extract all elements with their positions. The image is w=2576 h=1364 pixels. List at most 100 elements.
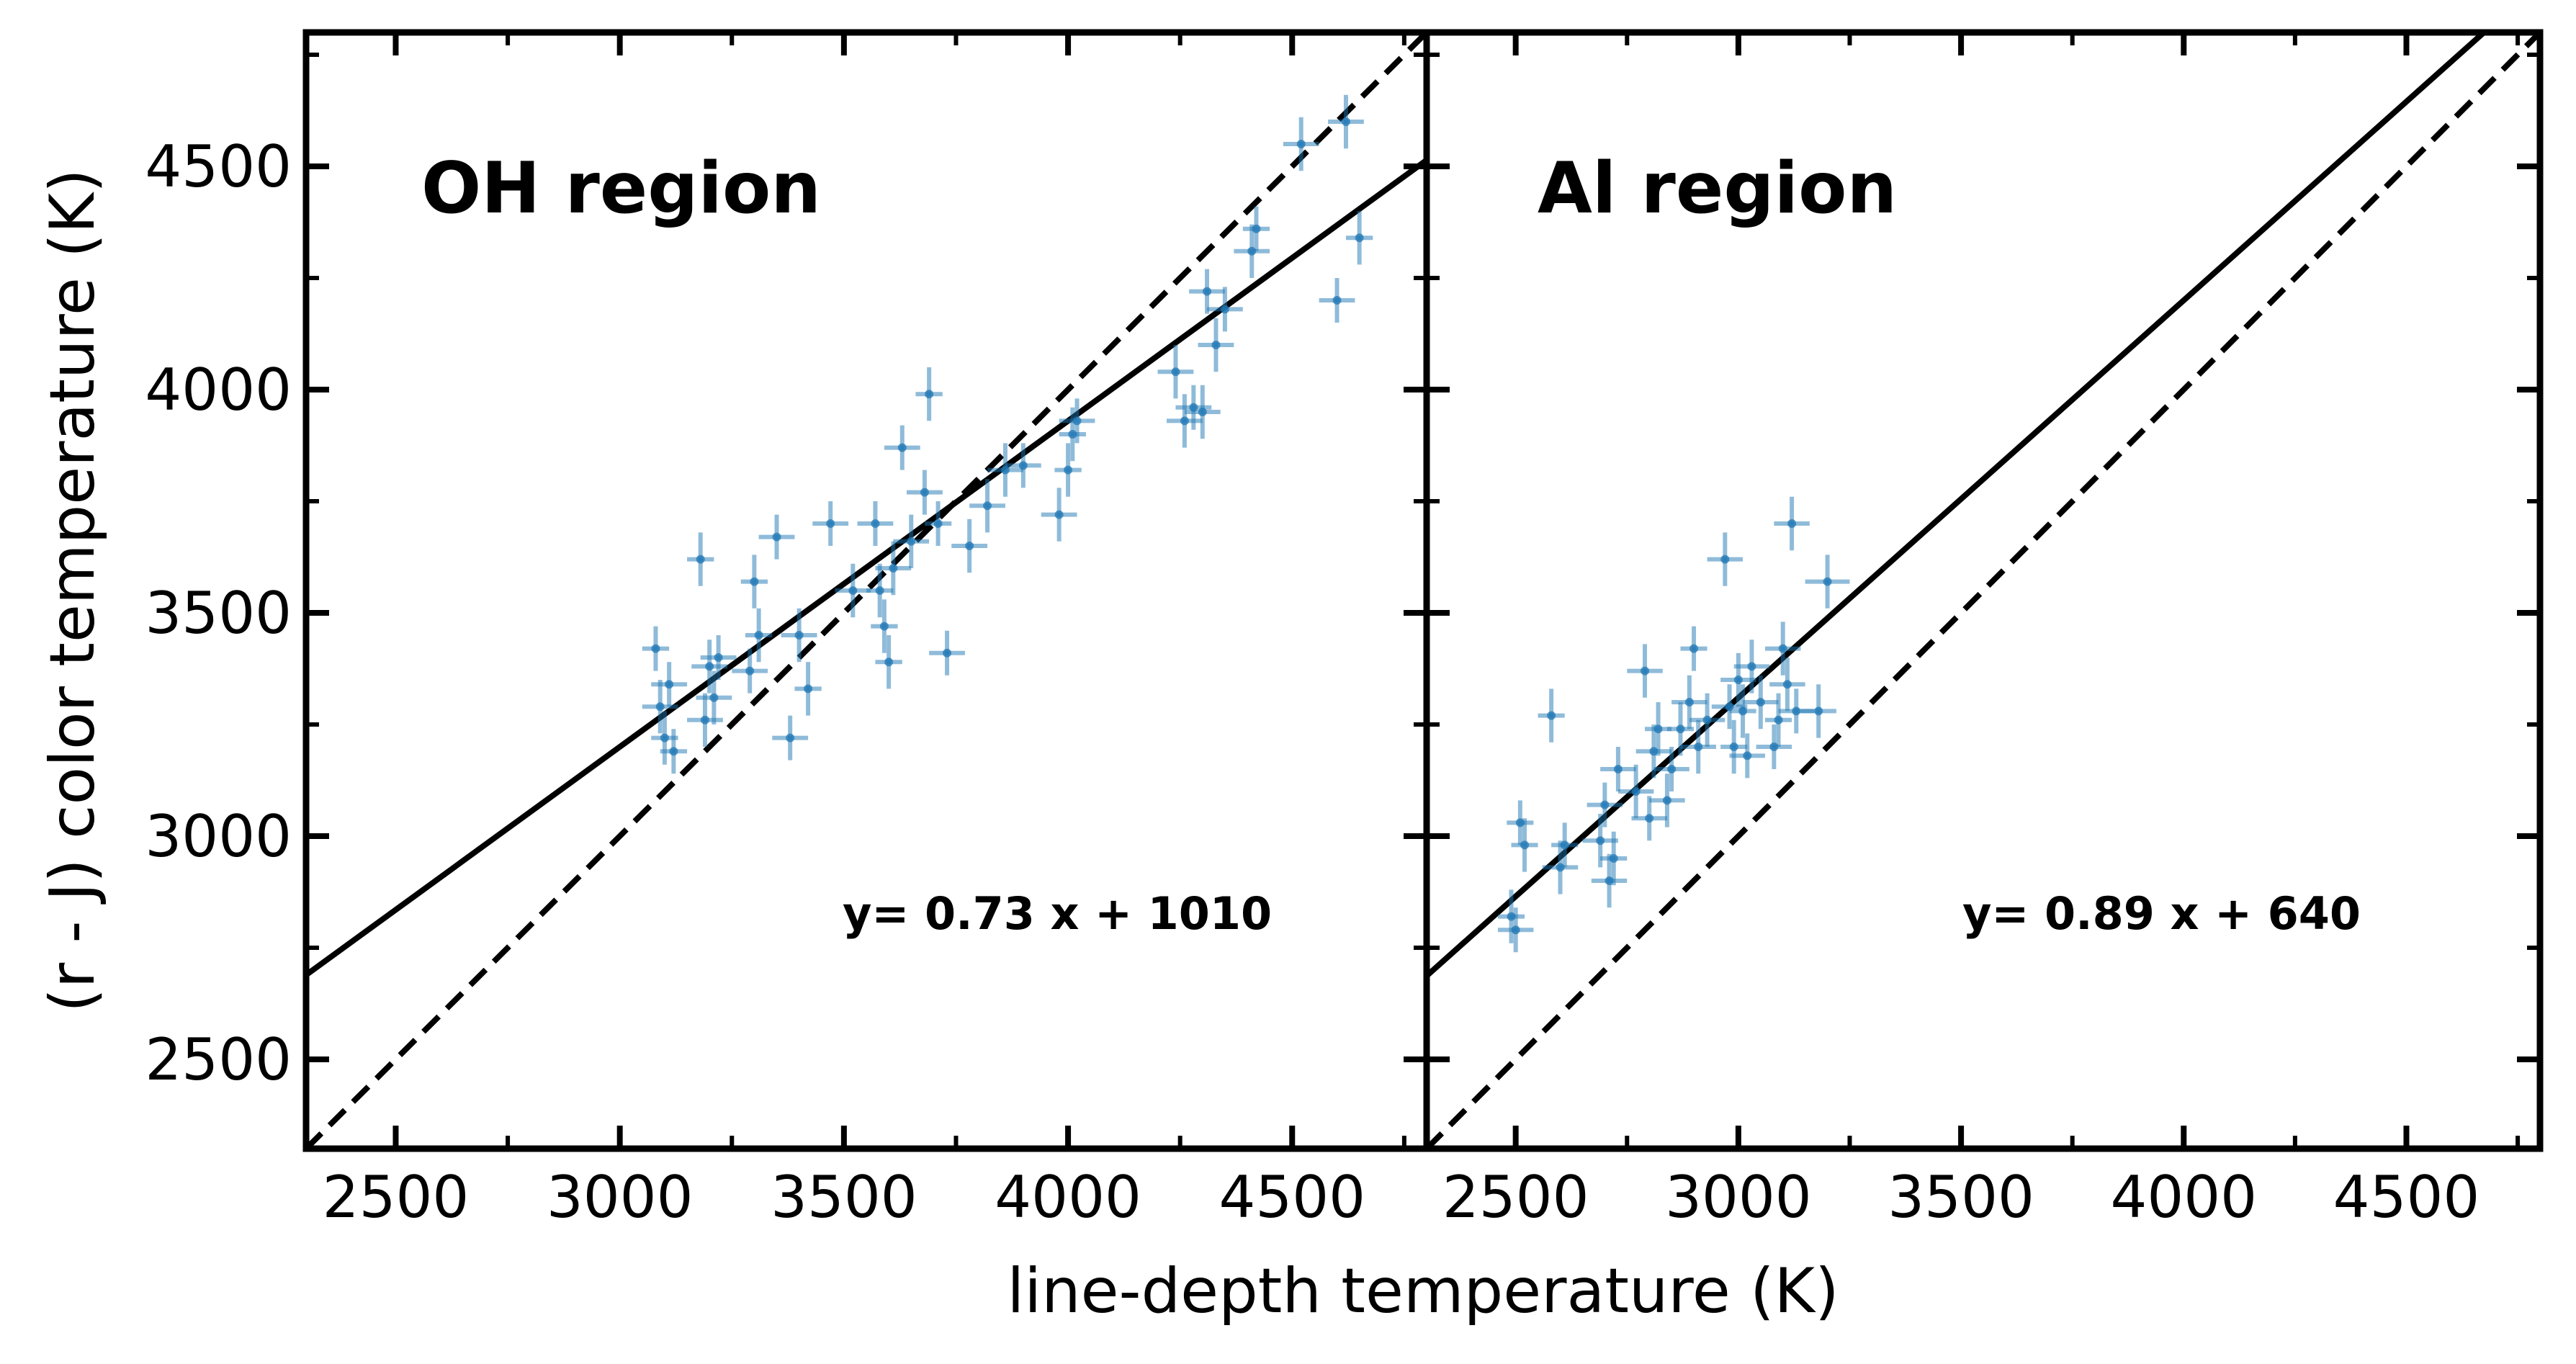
oh-data-point bbox=[929, 630, 965, 676]
al-data-point bbox=[1497, 907, 1534, 953]
oh-data-point bbox=[772, 715, 809, 760]
oh-point-marker bbox=[1220, 305, 1229, 314]
al-point-marker bbox=[1520, 840, 1530, 850]
oh-point-marker bbox=[943, 648, 952, 658]
oh-point-marker bbox=[983, 501, 992, 511]
oh-point-marker bbox=[879, 622, 889, 631]
al-data-point bbox=[1743, 675, 1779, 730]
oh-point-marker bbox=[897, 443, 907, 452]
oh-point-marker bbox=[705, 662, 714, 671]
al-point-marker bbox=[1556, 863, 1565, 872]
oh-point-marker bbox=[907, 537, 916, 546]
al-point-marker bbox=[1600, 800, 1610, 809]
al-data-point bbox=[1497, 889, 1525, 943]
oh-data-point bbox=[857, 501, 894, 546]
al-data-point bbox=[1680, 626, 1707, 671]
oh-data-point bbox=[1198, 318, 1234, 372]
oh-point-marker bbox=[920, 488, 929, 497]
al-point-marker bbox=[1662, 796, 1671, 805]
oh-x-tick-label: 3500 bbox=[771, 1164, 917, 1231]
oh-point-marker bbox=[826, 519, 835, 528]
al-point-marker bbox=[1729, 742, 1738, 751]
al-data-point bbox=[1631, 796, 1667, 841]
oh-point-marker bbox=[754, 631, 763, 640]
oh-x-tick-label: 4000 bbox=[995, 1164, 1141, 1231]
oh-point-marker bbox=[1180, 416, 1189, 426]
al-data-point bbox=[1774, 496, 1810, 551]
al-fit-line bbox=[1427, 32, 2489, 979]
al-data-point bbox=[1769, 658, 1805, 712]
oh-panel-title: OH region bbox=[421, 148, 821, 230]
oh-data-point bbox=[642, 680, 678, 734]
oh-plot-area bbox=[306, 32, 1427, 1149]
al-data-point bbox=[1653, 747, 1689, 791]
oh-point-marker bbox=[1171, 367, 1180, 377]
oh-fit-equation: y= 0.73 x + 1010 bbox=[843, 887, 1272, 940]
oh-data-point bbox=[732, 648, 768, 694]
oh-data-point bbox=[951, 519, 988, 573]
oh-y-tick-label: 4000 bbox=[145, 356, 292, 423]
oh-data-point bbox=[987, 443, 1023, 497]
oh-data-point bbox=[687, 693, 723, 747]
oh-data-point bbox=[691, 640, 728, 694]
oh-point-marker bbox=[700, 715, 709, 724]
oh-data-point bbox=[1041, 488, 1077, 542]
oh-point-marker bbox=[794, 631, 804, 640]
oh-point-marker bbox=[655, 702, 665, 712]
oh-point-marker bbox=[1072, 416, 1082, 426]
oh-point-marker bbox=[1018, 461, 1028, 470]
oh-data-point bbox=[1234, 224, 1270, 278]
oh-data-point bbox=[1157, 345, 1194, 399]
oh-data-point bbox=[875, 635, 902, 689]
al-point-marker bbox=[1733, 676, 1743, 684]
oh-data-point bbox=[1184, 385, 1221, 439]
al-point-marker bbox=[1747, 662, 1756, 671]
oh-point-marker bbox=[786, 733, 795, 742]
al-point-marker bbox=[1605, 876, 1614, 885]
oh-point-marker bbox=[1341, 117, 1350, 126]
oh-data-point bbox=[871, 599, 898, 653]
oh-data-point bbox=[781, 608, 817, 663]
al-data-point bbox=[1805, 555, 1850, 609]
al-point-marker bbox=[1631, 787, 1641, 796]
oh-point-marker bbox=[889, 564, 898, 573]
oh-data-point bbox=[1175, 385, 1212, 430]
oh-data-point bbox=[866, 563, 894, 618]
al-x-tick-label: 4500 bbox=[2333, 1164, 2480, 1231]
al-x-tick-label: 3500 bbox=[1888, 1164, 2034, 1231]
al-data-point bbox=[1617, 764, 1654, 819]
oh-point-marker bbox=[1247, 246, 1257, 256]
oh-point-marker bbox=[925, 390, 934, 399]
al-data-point bbox=[1800, 684, 1836, 738]
al-ticks bbox=[1427, 32, 2540, 1149]
al-point-marker bbox=[1756, 698, 1765, 706]
oh-data-point bbox=[1167, 394, 1203, 448]
oh-data-point bbox=[915, 367, 943, 421]
al-point-marker bbox=[1702, 715, 1712, 724]
al-point-marker bbox=[1738, 706, 1748, 716]
x-axis-label: line-depth temperature (K) bbox=[1007, 1255, 1839, 1327]
al-data-point bbox=[1733, 640, 1770, 694]
oh-point-marker bbox=[696, 555, 705, 564]
oh-point-marker bbox=[1355, 233, 1364, 243]
al-data-point bbox=[1507, 800, 1534, 845]
al-point-marker bbox=[1649, 747, 1659, 756]
oh-fit-line bbox=[306, 158, 1427, 978]
al-plot-area bbox=[1427, 32, 2540, 1149]
oh-data-point bbox=[875, 541, 912, 596]
al-fit-equation: y= 0.89 x + 640 bbox=[1962, 887, 2361, 940]
al-point-marker bbox=[1694, 742, 1703, 751]
al-point-marker bbox=[1787, 519, 1797, 528]
oh-data-point bbox=[1189, 269, 1225, 314]
al-data-point bbox=[1551, 822, 1579, 868]
oh-data-point bbox=[687, 532, 714, 586]
al-data-point bbox=[1600, 831, 1628, 886]
oh-data-point bbox=[1059, 398, 1095, 444]
oh-data-point bbox=[1283, 117, 1319, 171]
al-point-marker bbox=[1645, 814, 1654, 823]
al-panel-frame bbox=[1423, 29, 2544, 1152]
oh-y-tick-label: 4500 bbox=[145, 133, 292, 200]
oh-point-marker bbox=[714, 653, 723, 662]
y-axis-label: (r - J) color temperature (K) bbox=[37, 169, 109, 1012]
al-point-marker bbox=[1782, 680, 1792, 689]
